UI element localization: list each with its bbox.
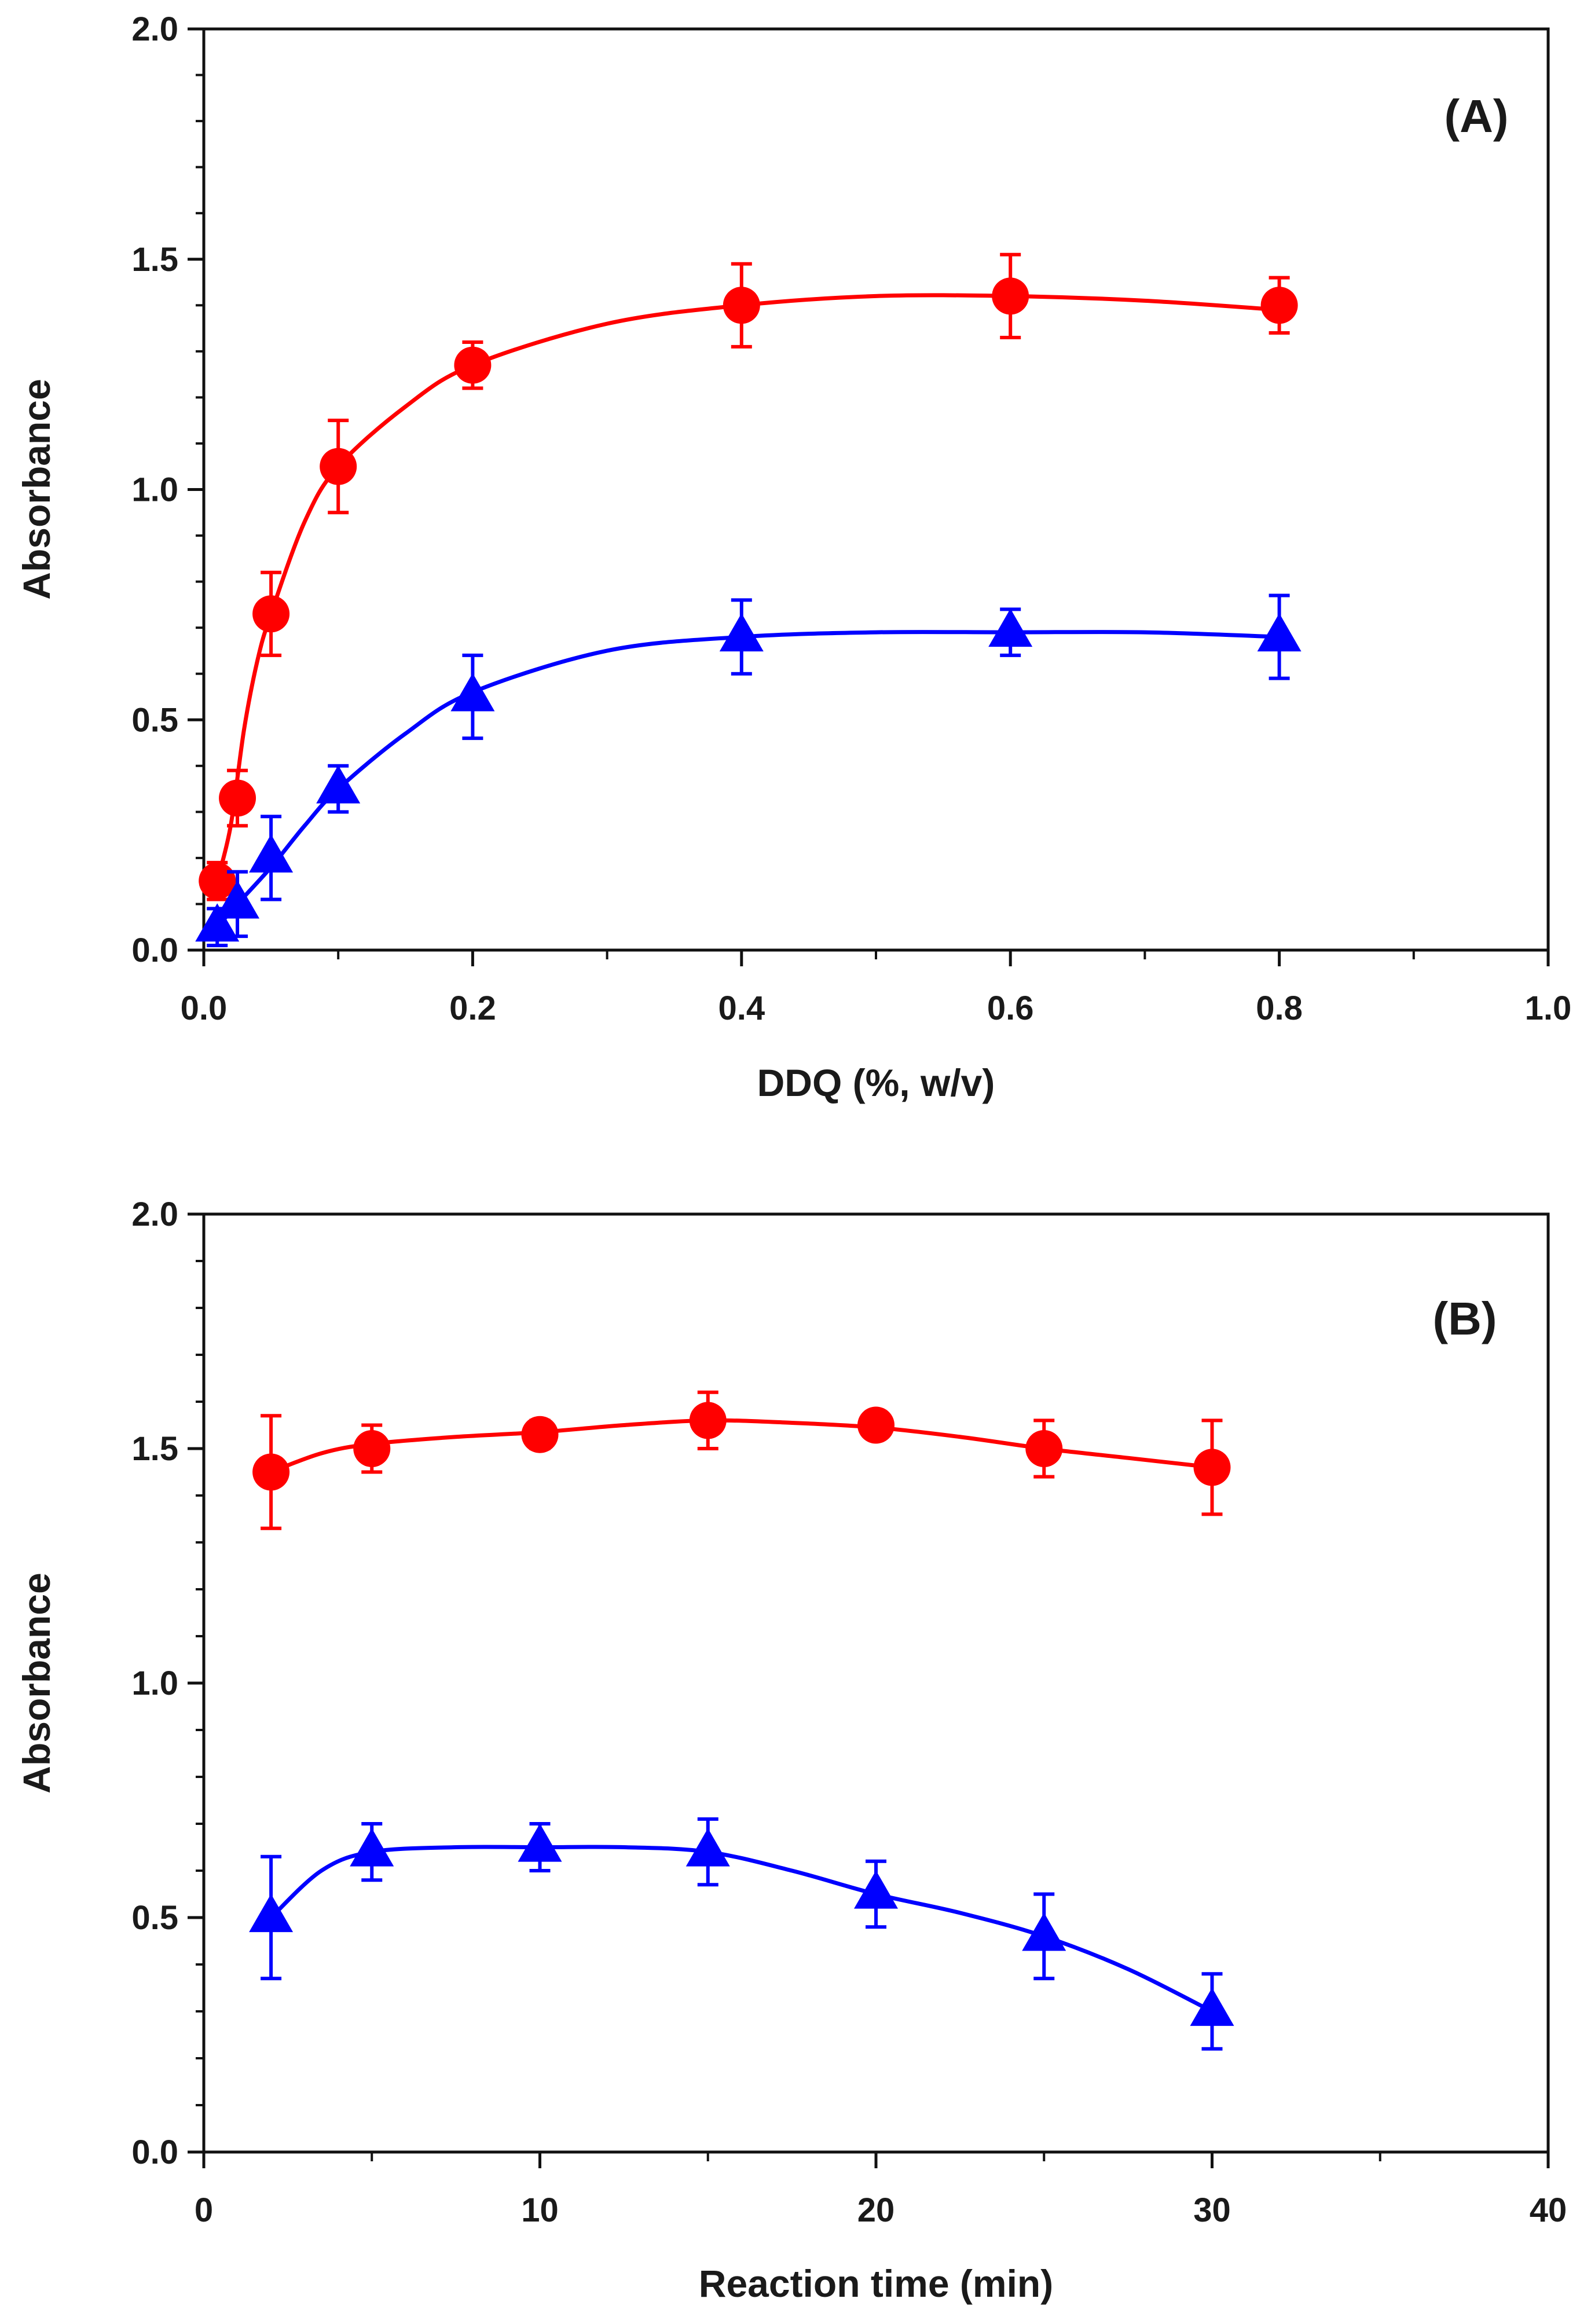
- y-tick-label-b: 2.0: [131, 1196, 178, 1233]
- y-tick-label-a: 0.5: [131, 701, 178, 739]
- triangle-point-b: [854, 1870, 898, 1909]
- y-axis-title-b: Absorbance: [15, 1572, 58, 1793]
- y-tick-label-a: 1.0: [131, 471, 178, 509]
- triangle-point-a: [450, 673, 495, 712]
- panel-label-b: (B): [1432, 1293, 1497, 1344]
- x-tick-label-a: 0.8: [1256, 989, 1303, 1027]
- triangle-point-b: [1190, 1988, 1234, 2026]
- markers-a: [195, 252, 1302, 948]
- circle-point-a: [723, 287, 760, 324]
- y-tick-label-b: 1.5: [131, 1430, 178, 1468]
- y-tick-label-b: 0.5: [131, 1899, 178, 1937]
- plot-frame-b: [202, 1212, 1550, 2154]
- y-tick-label-a: 0.0: [131, 932, 178, 969]
- circle-point-b: [1193, 1449, 1231, 1486]
- circle-point-b: [1025, 1430, 1063, 1467]
- triangle-point-a: [215, 880, 260, 919]
- triangle-point-a: [249, 834, 294, 873]
- y-tick-label-b: 1.0: [131, 1665, 178, 1702]
- triangle-point-b: [350, 1828, 394, 1867]
- triangle-series-line-a: [215, 630, 1280, 929]
- circle-point-b: [252, 1453, 290, 1491]
- y-tick-label-a: 1.5: [131, 241, 178, 278]
- circle-point-a: [454, 346, 492, 384]
- circle-point-a: [252, 595, 290, 633]
- triangle-point-a: [316, 765, 361, 804]
- circle-point-a: [320, 448, 357, 485]
- x-tick-label-b: 20: [857, 2191, 895, 2229]
- circle-point-b: [857, 1406, 895, 1444]
- axes-b: 0 10 20 30 40 0.0 0.5 1.0 1.5 2.0: [131, 1196, 1567, 2229]
- circle-series-line-b: [270, 1418, 1212, 1474]
- triangle-point-b: [1022, 1912, 1066, 1951]
- axes-a: 0.0 0.2 0.4 0.6 0.8 1.0 0.0 0.5 1.0 1.5 2.0: [131, 10, 1571, 1027]
- x-tick-label-a: 0.6: [987, 989, 1034, 1027]
- panel-a: 0.0 0.2 0.4 0.6 0.8 1.0 0.0 0.5 1.0 1.5 2.0 DDQ (%…: [15, 10, 1571, 1104]
- circle-point-a: [199, 862, 236, 900]
- circle-series-line-a: [215, 293, 1280, 882]
- x-tick-label-a: 0.4: [718, 989, 765, 1027]
- circle-point-b: [689, 1402, 727, 1439]
- circle-point-a: [992, 277, 1029, 315]
- plot-frame-a: [202, 27, 1550, 952]
- panel-label-a: (A): [1444, 90, 1508, 142]
- circle-point-a: [1260, 287, 1298, 324]
- x-tick-label-b: 30: [1193, 2191, 1231, 2229]
- y-tick-label-b: 0.0: [131, 2134, 178, 2171]
- x-axis-title-b: Reaction time (min): [699, 2262, 1053, 2305]
- x-tick-label-b: 0: [195, 2191, 213, 2229]
- curves-b: [269, 1418, 1214, 2014]
- triangle-point-b: [249, 1894, 294, 1933]
- curves-a: [215, 293, 1280, 929]
- y-axis-title-a: Absorbance: [15, 379, 58, 599]
- triangle-series-line-b: [269, 1845, 1214, 2014]
- panel-b: 0 10 20 30 40 0.0 0.5 1.0 1.5 2.0 Reaction time (…: [15, 1196, 1567, 2305]
- circle-point-b: [521, 1416, 559, 1453]
- circle-point-b: [353, 1430, 391, 1467]
- x-tick-label-a: 0.0: [181, 989, 228, 1027]
- x-tick-label-a: 0.2: [449, 989, 496, 1027]
- x-tick-label-a: 1.0: [1525, 989, 1572, 1027]
- x-tick-label-b: 40: [1530, 2191, 1567, 2229]
- triangle-point-a: [719, 613, 764, 652]
- triangle-point-a: [988, 609, 1033, 647]
- y-tick-label-a: 2.0: [131, 10, 178, 48]
- markers-b: [249, 1390, 1234, 2051]
- triangle-point-a: [1257, 613, 1302, 652]
- circle-point-a: [219, 779, 256, 817]
- x-tick-label-b: 10: [521, 2191, 559, 2229]
- triangle-point-b: [685, 1828, 730, 1867]
- triangle-point-a: [195, 903, 240, 942]
- triangle-point-b: [518, 1823, 562, 1862]
- x-axis-title-a: DDQ (%, w/v): [757, 1061, 995, 1104]
